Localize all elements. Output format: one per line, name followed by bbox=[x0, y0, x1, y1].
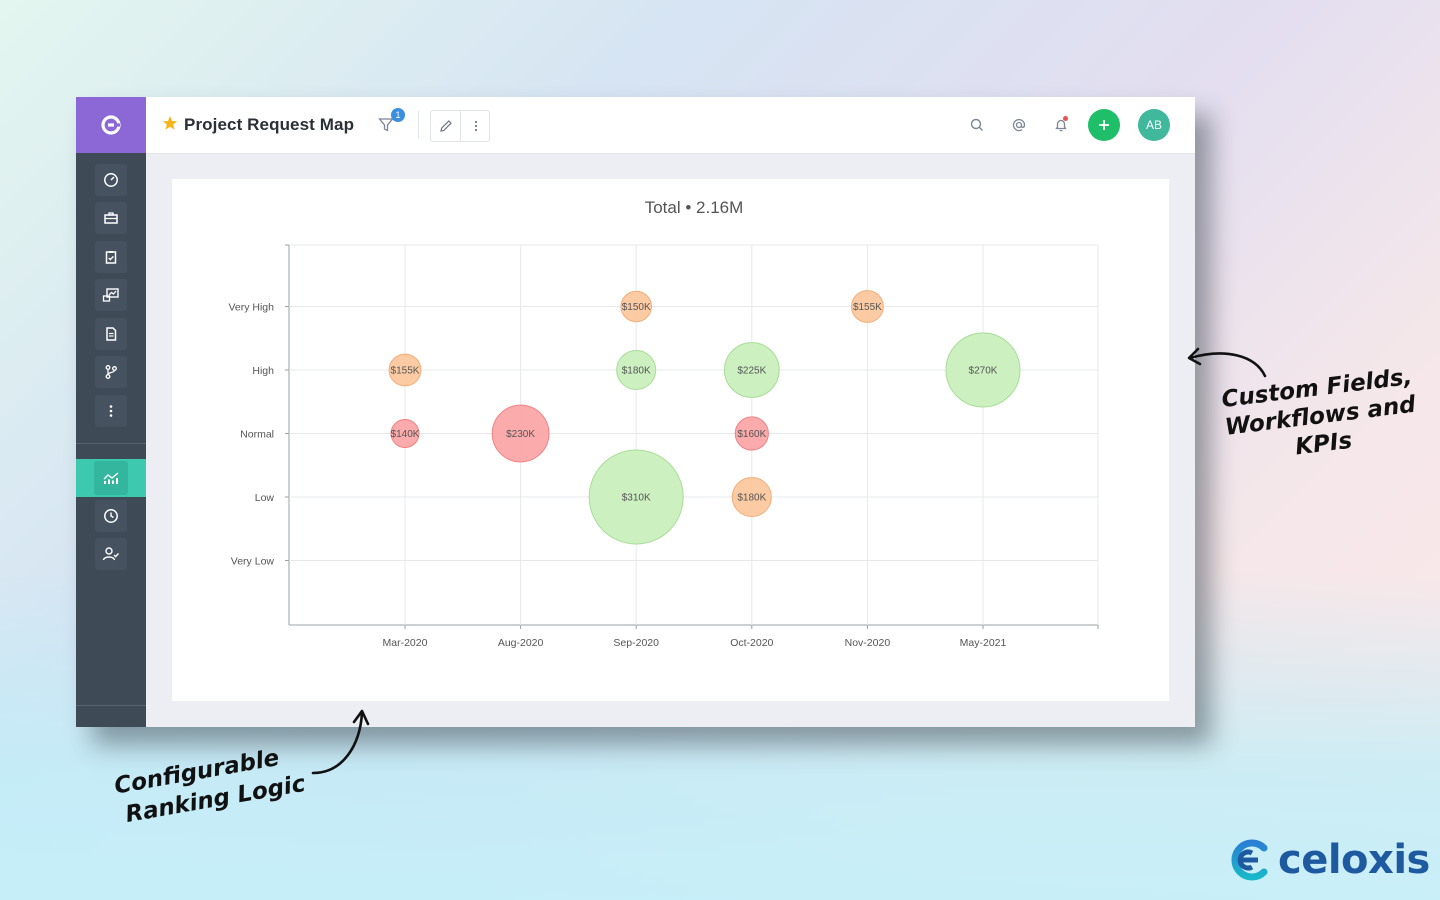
sidebar-item-reports[interactable] bbox=[95, 279, 127, 311]
sidebar-item-timesheets[interactable] bbox=[95, 500, 127, 532]
chart-card: Total • 2.16M Very Low Low Normal High Very … bbox=[172, 179, 1169, 701]
sidebar-item-documents[interactable] bbox=[95, 318, 127, 350]
celoxis-brand-logo bbox=[1231, 839, 1268, 881]
bubble-label: $150K bbox=[622, 302, 651, 313]
bubble-label: $180K bbox=[622, 366, 651, 377]
more-vertical-icon bbox=[109, 405, 113, 417]
mentions-button[interactable] bbox=[1009, 115, 1029, 135]
bubble-point bbox=[616, 349, 657, 391]
bubble-label: $310K bbox=[622, 493, 651, 504]
x-tick-label: Mar-2020 bbox=[383, 637, 428, 649]
bubble-point bbox=[850, 290, 884, 323]
toolbar-separator bbox=[418, 111, 419, 139]
add-icon bbox=[1099, 120, 1109, 130]
x-tick-label: Aug-2020 bbox=[498, 637, 544, 649]
bubble-point bbox=[390, 419, 420, 448]
analytics-chart-icon bbox=[103, 472, 119, 484]
sidebar-divider bbox=[76, 443, 146, 444]
bubble-point bbox=[945, 332, 1021, 408]
x-tick-label: Nov-2020 bbox=[845, 637, 891, 649]
dashboard-gauge-icon bbox=[104, 173, 118, 187]
sidebar-item-tasks[interactable] bbox=[95, 241, 127, 273]
bubble-chart: Total • 2.16M Very Low Low Normal High Very … bbox=[228, 198, 1099, 649]
bubble-point bbox=[388, 353, 422, 387]
x-tick-label: Oct-2020 bbox=[730, 637, 773, 649]
bubble-point bbox=[723, 342, 780, 398]
sidebar-item-analytics[interactable] bbox=[76, 459, 146, 497]
tool-group-divider bbox=[460, 111, 461, 141]
app-window: Project Request Map 1 bbox=[76, 97, 1195, 727]
bubble-label: $140K bbox=[391, 429, 420, 440]
notification-dot bbox=[1063, 116, 1068, 121]
mention-icon bbox=[1012, 119, 1026, 132]
pencil-icon bbox=[439, 120, 452, 132]
annotation-arrow-left bbox=[311, 709, 370, 775]
bubble-point bbox=[588, 449, 684, 545]
bubble-label: $155K bbox=[853, 302, 882, 313]
bubble-point bbox=[731, 476, 772, 518]
more-options-button[interactable] bbox=[461, 111, 490, 141]
sidebar-item-more[interactable] bbox=[95, 395, 127, 427]
notifications-button[interactable] bbox=[1051, 115, 1071, 135]
page-title: Project Request Map bbox=[184, 115, 355, 134]
sidebar bbox=[76, 97, 146, 727]
bubble-label: $180K bbox=[737, 493, 766, 504]
app-logo[interactable] bbox=[76, 97, 146, 153]
sidebar-item-projects[interactable] bbox=[95, 202, 127, 234]
report-chart-icon bbox=[102, 288, 119, 302]
sidebar-item-dashboard[interactable] bbox=[95, 164, 127, 196]
annotation-arrow-right bbox=[1187, 347, 1267, 378]
bell-icon bbox=[1055, 119, 1067, 132]
user-check-icon bbox=[102, 547, 120, 561]
y-tick-label: Very Low bbox=[231, 556, 275, 568]
y-tick-label: Normal bbox=[240, 429, 274, 441]
more-vertical-icon bbox=[474, 120, 477, 132]
x-tick-label: May-2021 bbox=[960, 637, 1007, 649]
y-tick-label: Very High bbox=[228, 302, 274, 314]
document-icon bbox=[106, 327, 117, 341]
y-tick-label: High bbox=[252, 365, 274, 377]
y-tick-label: Low bbox=[255, 492, 275, 504]
search-button[interactable] bbox=[967, 115, 987, 135]
workflow-branch-icon bbox=[105, 365, 117, 379]
add-button[interactable] bbox=[1088, 109, 1120, 141]
chart-title: Total • 2.16M bbox=[645, 198, 744, 217]
bubble-label: $160K bbox=[737, 429, 766, 440]
bubble-label: $270K bbox=[969, 366, 998, 377]
bubble-point bbox=[620, 290, 652, 323]
bubble-point bbox=[734, 416, 769, 451]
edit-tool-group bbox=[430, 110, 490, 142]
top-bar: Project Request Map 1 bbox=[146, 97, 1195, 154]
bubble-label: $230K bbox=[506, 429, 535, 440]
sidebar-bottom-divider bbox=[76, 705, 146, 706]
clipboard-check-icon bbox=[105, 251, 117, 264]
sidebar-item-approvals[interactable] bbox=[95, 538, 127, 570]
x-tick-label: Sep-2020 bbox=[613, 637, 659, 649]
favorite-star-icon[interactable] bbox=[162, 115, 178, 131]
sidebar-item-workflows[interactable] bbox=[95, 356, 127, 388]
filter-count-badge: 1 bbox=[391, 108, 405, 122]
bubble-point bbox=[491, 404, 550, 463]
briefcase-icon bbox=[104, 212, 118, 224]
user-avatar[interactable]: AB bbox=[1138, 109, 1170, 141]
search-icon bbox=[970, 118, 983, 131]
clock-icon bbox=[104, 509, 118, 523]
edit-button[interactable] bbox=[431, 111, 460, 141]
bubble-label: $155K bbox=[391, 366, 420, 377]
celoxis-brand: celoxis bbox=[1228, 836, 1430, 884]
celoxis-logo-icon bbox=[101, 115, 121, 135]
bubble-label: $225K bbox=[737, 366, 766, 377]
brand-name: celoxis bbox=[1278, 837, 1430, 883]
